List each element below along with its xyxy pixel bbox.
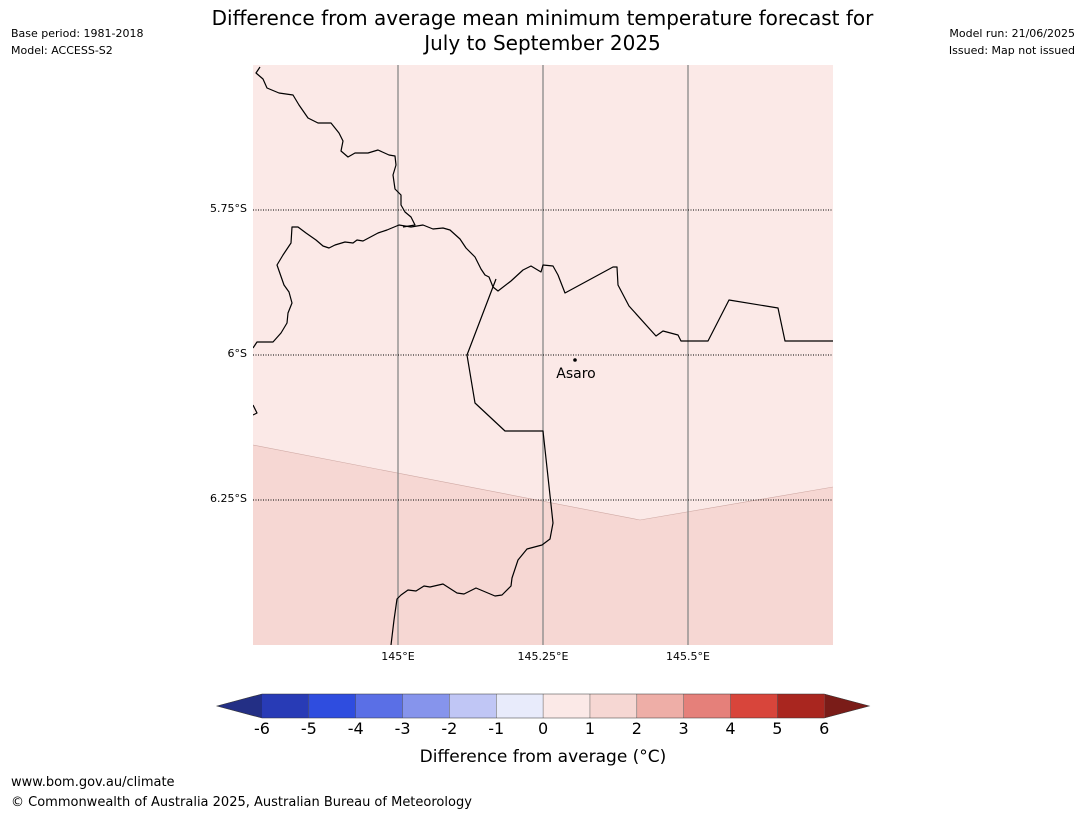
lon-label-145-5e: 145.5°E	[666, 650, 710, 663]
model-text: Model: ACCESS-S2	[11, 44, 113, 57]
colorbar-tick-label: 6	[819, 719, 830, 738]
lon-label-145e: 145°E	[381, 650, 415, 663]
province-borders	[253, 66, 833, 645]
anomaly-contour	[253, 444, 833, 521]
colorbar-extend-low	[217, 694, 262, 718]
colorbar-swatch	[730, 694, 778, 718]
colorbar-swatch	[355, 694, 403, 718]
colorbar-tick-label: -3	[394, 719, 411, 738]
colorbar-tick-label: -5	[300, 719, 317, 738]
lat-label-6s: 6°S	[227, 347, 247, 360]
colorbar-swatch	[449, 694, 497, 718]
asaro-marker	[573, 358, 577, 362]
base-period-text: Base period: 1981-2018	[11, 27, 144, 40]
colorbar-swatch	[262, 694, 309, 718]
map-title: Difference from average mean minimum tem…	[0, 6, 1085, 56]
footer-url[interactable]: www.bom.gov.au/climate	[11, 775, 175, 790]
colorbar-tick-label: -6	[254, 719, 270, 738]
colorbar-label: Difference from average (°C)	[419, 747, 667, 767]
colorbar-tick-label: -1	[488, 719, 505, 738]
issued-text: Issued: Map not issued	[948, 44, 1075, 57]
colorbar-tick-label: 0	[538, 719, 549, 738]
colorbar-tick-label: 3	[678, 719, 689, 738]
lat-label-6-25s: 6.25°S	[210, 492, 247, 505]
colorbar	[215, 693, 871, 719]
colorbar-swatch	[589, 694, 637, 718]
colorbar-tick-label: 1	[584, 719, 596, 738]
colorbar-swatch	[683, 694, 731, 718]
lon-label-145-25e: 145.25°E	[517, 650, 569, 663]
footer-copyright: © Commonwealth of Australia 2025, Austra…	[11, 795, 472, 810]
colorbar-swatch	[543, 694, 590, 718]
model-run-text: Model run: 21/06/2025	[949, 27, 1075, 40]
colorbar-tick-label: -2	[441, 719, 458, 738]
lat-label-5-75s: 5.75°S	[210, 202, 247, 215]
colorbar-swatch	[636, 694, 684, 718]
map-title-line-2: July to September 2025	[424, 31, 661, 55]
place-label-asaro: Asaro	[556, 366, 595, 382]
map-title-line-1: Difference from average mean minimum tem…	[211, 6, 874, 30]
colorbar-tick-label: 4	[725, 719, 736, 738]
colorbar-extend-high	[824, 694, 870, 718]
colorbar-tick-label: -4	[347, 719, 364, 738]
colorbar-tick-label: 5	[772, 719, 783, 738]
forecast-map: Asaro	[253, 65, 833, 645]
colorbar-swatch	[402, 694, 450, 718]
colorbar-tick-label: 2	[631, 719, 642, 738]
colorbar-outline	[215, 693, 871, 719]
colorbar-swatch	[308, 694, 356, 718]
colorbar-swatch	[777, 694, 825, 718]
colorbar-swatch	[496, 694, 544, 718]
